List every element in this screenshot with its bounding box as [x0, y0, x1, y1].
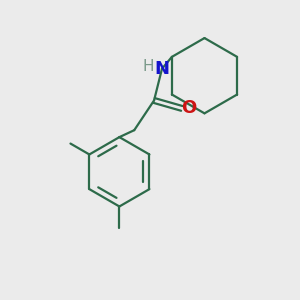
- Text: O: O: [181, 99, 196, 117]
- Text: H: H: [142, 59, 154, 74]
- Text: N: N: [154, 60, 169, 78]
